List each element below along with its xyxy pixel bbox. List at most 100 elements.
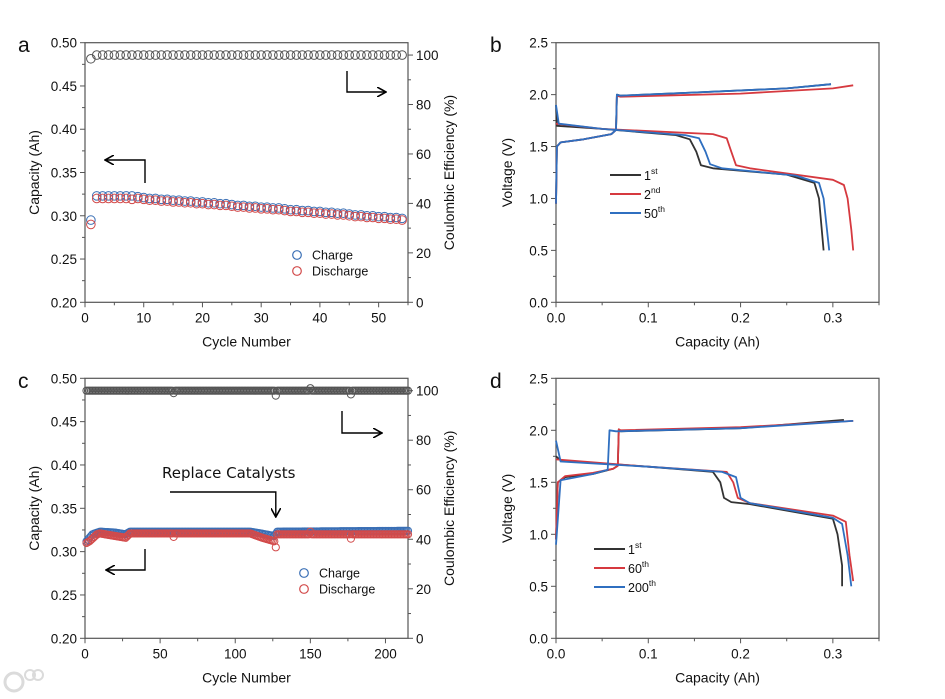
y2-tick-label: 60 [416,483,431,498]
data-point-charge [109,191,120,201]
x-tick-label: 200 [374,646,397,661]
data-point-coulombic-efficiency [144,50,155,60]
curve-200th-charge [555,420,854,545]
data-point-discharge [320,209,331,219]
y-tick-label: 0.35 [51,501,77,516]
x-tick-label: 50 [371,310,386,325]
data-point-coulombic-efficiency [227,50,237,60]
data-point-coulombic-efficiency [385,50,396,60]
data-point-discharge [203,199,214,210]
data-point-discharge [362,212,372,223]
x-axis-label: Cycle Number [202,669,291,685]
legend-ordinal-suffix: st [635,540,642,550]
curve-60th-charge [555,420,854,540]
data-point-coulombic-efficiency [215,50,225,60]
data-point-coulombic-efficiency [244,50,255,60]
data-point-coulombic-efficiency [127,50,137,60]
x-tick-label: 150 [299,646,322,661]
data-point-discharge [88,534,97,543]
data-point-discharge [86,219,96,230]
annotation-replace-catalysts: Replace Catalysts [162,464,296,482]
data-point-coulombic-efficiency [403,386,413,395]
data-point-discharge [271,543,280,552]
y2-tick-label: 100 [416,384,439,399]
plot-frame [555,42,880,303]
data-point-discharge [191,198,202,209]
data-point-discharge [115,193,126,204]
y-tick-label: 0.20 [51,295,77,310]
data-point-discharge [162,196,173,206]
y-tick-label: 0.50 [51,371,77,386]
legend-cycle: 50 [644,207,658,221]
y-tick-label: 0.40 [51,458,77,473]
data-point-discharge [221,200,231,211]
data-point-charge [97,191,108,201]
panel-c: c0 50 100 150 2000.200.250.300.350.400.450.5… [18,370,457,685]
data-point-discharge [338,210,349,220]
x-tick-label: 50 [153,646,168,661]
y2-tick-label: 20 [416,582,431,597]
y2-tick-label: 100 [416,48,439,63]
y-axis-label: Voltage (V) [499,138,515,207]
legend-ordinal-suffix: th [658,204,665,214]
legend-label: Discharge [312,265,368,279]
panel-label: d [490,370,502,393]
data-point-discharge [209,199,219,210]
curve-50th-charge [555,83,832,204]
data-point-discharge [332,210,343,220]
data-point-discharge [346,534,356,543]
y-tick-label: 0.35 [51,166,77,181]
data-point-coulombic-efficiency [332,50,343,60]
data-point-coulombic-efficiency [297,50,308,60]
data-point-discharge [268,204,278,215]
data-point-discharge [227,201,237,212]
data-point-discharge [150,195,161,205]
y-tick-label: 1.5 [529,475,548,490]
y-tick-label: 1.0 [529,527,548,542]
data-point-discharge [326,209,337,219]
data-point-discharge [270,537,279,546]
data-point-discharge [215,200,225,211]
x-tick-label: 0.1 [639,646,658,661]
y2-tick-label: 0 [416,631,424,646]
data-point-discharge [103,193,114,204]
right-axis-arrow [341,411,381,433]
curve-200th-discharge [555,440,853,587]
data-point-discharge [174,197,184,207]
data-point-discharge [250,203,261,213]
data-point-discharge [133,193,143,204]
x-tick-label: 0.1 [639,310,658,325]
y2-tick-label: 80 [416,98,431,113]
data-point-coulombic-efficiency [97,50,108,60]
legend-cycle: 2 [644,188,651,202]
data-point-coulombic-efficiency [309,50,319,60]
x-tick-label: 0.3 [823,310,842,325]
data-point-discharge [274,204,284,215]
x-tick-label: 10 [136,310,151,325]
y-tick-label: 2.0 [529,88,548,103]
data-point-coulombic-efficiency [320,50,331,60]
data-point-discharge [403,530,413,539]
panel-label: b [490,34,502,57]
curve-1st-discharge [555,455,843,587]
legend-cycle: 1 [628,543,635,557]
data-point-charge [103,191,114,201]
legend-label: Charge [312,249,353,263]
panel-b: b 0.0 0.1 0.2 0.3 0.0 0.5 1.0 1.5 2.0 2.5 Capacity … [490,34,880,349]
data-point-coulombic-efficiency [238,50,249,60]
data-point-coulombic-efficiency [326,50,337,60]
y-tick-label: 0.5 [529,579,548,594]
data-point-coulombic-efficiency [191,50,202,60]
watermark [3,669,44,693]
panel-d: d 0.0 0.1 0.2 0.3 0.0 0.5 1.0 1.5 2.0 2.5 Capacity … [490,370,880,685]
data-point-discharge [285,206,296,217]
y-tick-label: 1.0 [529,191,548,206]
y2-tick-label: 80 [416,433,431,448]
annotation-arrow [170,491,276,516]
x-axis-label: Capacity (Ah) [675,669,760,685]
data-point-discharge [156,196,167,206]
legend-marker [299,584,309,594]
data-point-coulombic-efficiency [397,50,407,60]
data-point-coulombic-efficiency [209,50,219,60]
